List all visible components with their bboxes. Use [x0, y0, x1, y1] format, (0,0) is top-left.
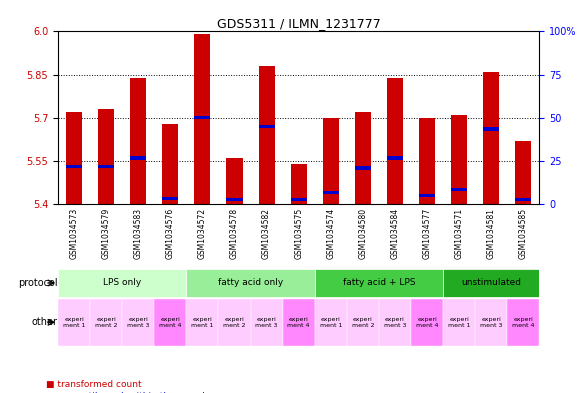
Text: GSM1034584: GSM1034584	[390, 208, 400, 259]
Bar	[162, 124, 179, 204]
Bar	[291, 198, 307, 202]
Bar	[66, 165, 82, 168]
Text: experi
ment 2: experi ment 2	[223, 317, 246, 328]
Text: GSM1034581: GSM1034581	[487, 208, 496, 259]
Text: other: other	[32, 317, 58, 327]
Bar	[130, 156, 146, 160]
Text: ■ transformed count: ■ transformed count	[46, 380, 142, 389]
Bar	[194, 116, 211, 119]
Text: GSM1034571: GSM1034571	[455, 208, 463, 259]
FancyBboxPatch shape	[282, 299, 315, 346]
Bar	[419, 194, 435, 197]
Text: experi
ment 1: experi ment 1	[191, 317, 213, 328]
Bar	[226, 158, 242, 204]
Bar	[387, 156, 403, 160]
Text: GSM1034582: GSM1034582	[262, 208, 271, 259]
FancyBboxPatch shape	[154, 299, 186, 346]
FancyBboxPatch shape	[443, 299, 475, 346]
Bar	[387, 77, 403, 204]
Bar	[322, 191, 339, 194]
Text: experi
ment 3: experi ment 3	[480, 317, 502, 328]
Text: experi
ment 3: experi ment 3	[384, 317, 406, 328]
FancyBboxPatch shape	[379, 299, 411, 346]
Text: GSM1034573: GSM1034573	[70, 208, 78, 259]
Text: GSM1034577: GSM1034577	[423, 208, 432, 259]
Bar	[483, 127, 499, 131]
Bar	[322, 118, 339, 204]
Text: fatty acid only: fatty acid only	[218, 279, 283, 287]
Title: GDS5311 / ILMN_1231777: GDS5311 / ILMN_1231777	[217, 17, 380, 30]
Bar	[66, 112, 82, 204]
Bar	[98, 165, 114, 168]
FancyBboxPatch shape	[122, 299, 154, 346]
Text: GSM1034574: GSM1034574	[327, 208, 335, 259]
FancyBboxPatch shape	[58, 299, 90, 346]
Bar	[291, 164, 307, 204]
FancyBboxPatch shape	[475, 299, 508, 346]
Text: GSM1034580: GSM1034580	[358, 208, 367, 259]
Text: experi
ment 1: experi ment 1	[448, 317, 470, 328]
Bar	[226, 198, 242, 202]
FancyBboxPatch shape	[315, 269, 443, 297]
Bar	[451, 115, 467, 204]
Text: GSM1034576: GSM1034576	[166, 208, 175, 259]
FancyBboxPatch shape	[58, 269, 186, 297]
Text: experi
ment 1: experi ment 1	[320, 317, 342, 328]
Text: GSM1034583: GSM1034583	[134, 208, 143, 259]
Bar	[451, 188, 467, 191]
Bar	[516, 141, 531, 204]
Text: experi
ment 2: experi ment 2	[95, 317, 117, 328]
Bar	[355, 166, 371, 170]
Bar	[259, 125, 275, 128]
Bar	[516, 198, 531, 202]
Text: GSM1034579: GSM1034579	[102, 208, 111, 259]
Text: GSM1034578: GSM1034578	[230, 208, 239, 259]
FancyBboxPatch shape	[186, 299, 219, 346]
Text: GSM1034572: GSM1034572	[198, 208, 207, 259]
Text: experi
ment 1: experi ment 1	[63, 317, 85, 328]
Text: experi
ment 3: experi ment 3	[127, 317, 150, 328]
Text: experi
ment 4: experi ment 4	[416, 317, 438, 328]
FancyBboxPatch shape	[219, 299, 251, 346]
Text: experi
ment 2: experi ment 2	[351, 317, 374, 328]
FancyBboxPatch shape	[508, 299, 539, 346]
Text: GSM1034585: GSM1034585	[519, 208, 528, 259]
Text: unstimulated: unstimulated	[461, 279, 521, 287]
FancyBboxPatch shape	[411, 299, 443, 346]
Bar	[483, 72, 499, 204]
Bar	[194, 34, 211, 204]
FancyBboxPatch shape	[347, 299, 379, 346]
Bar	[355, 112, 371, 204]
Text: experi
ment 4: experi ment 4	[159, 317, 182, 328]
Text: experi
ment 3: experi ment 3	[255, 317, 278, 328]
Text: experi
ment 4: experi ment 4	[512, 317, 535, 328]
Text: protocol: protocol	[19, 278, 58, 288]
FancyBboxPatch shape	[186, 269, 315, 297]
FancyBboxPatch shape	[315, 299, 347, 346]
FancyBboxPatch shape	[90, 299, 122, 346]
Bar	[130, 77, 146, 204]
FancyBboxPatch shape	[251, 299, 282, 346]
Text: GSM1034575: GSM1034575	[294, 208, 303, 259]
Text: ■ percentile rank within the sample: ■ percentile rank within the sample	[46, 392, 211, 393]
Bar	[162, 196, 179, 200]
Text: LPS only: LPS only	[103, 279, 142, 287]
Bar	[259, 66, 275, 204]
Text: experi
ment 4: experi ment 4	[288, 317, 310, 328]
Bar	[98, 109, 114, 204]
Bar	[419, 118, 435, 204]
FancyBboxPatch shape	[443, 269, 539, 297]
Text: fatty acid + LPS: fatty acid + LPS	[343, 279, 415, 287]
